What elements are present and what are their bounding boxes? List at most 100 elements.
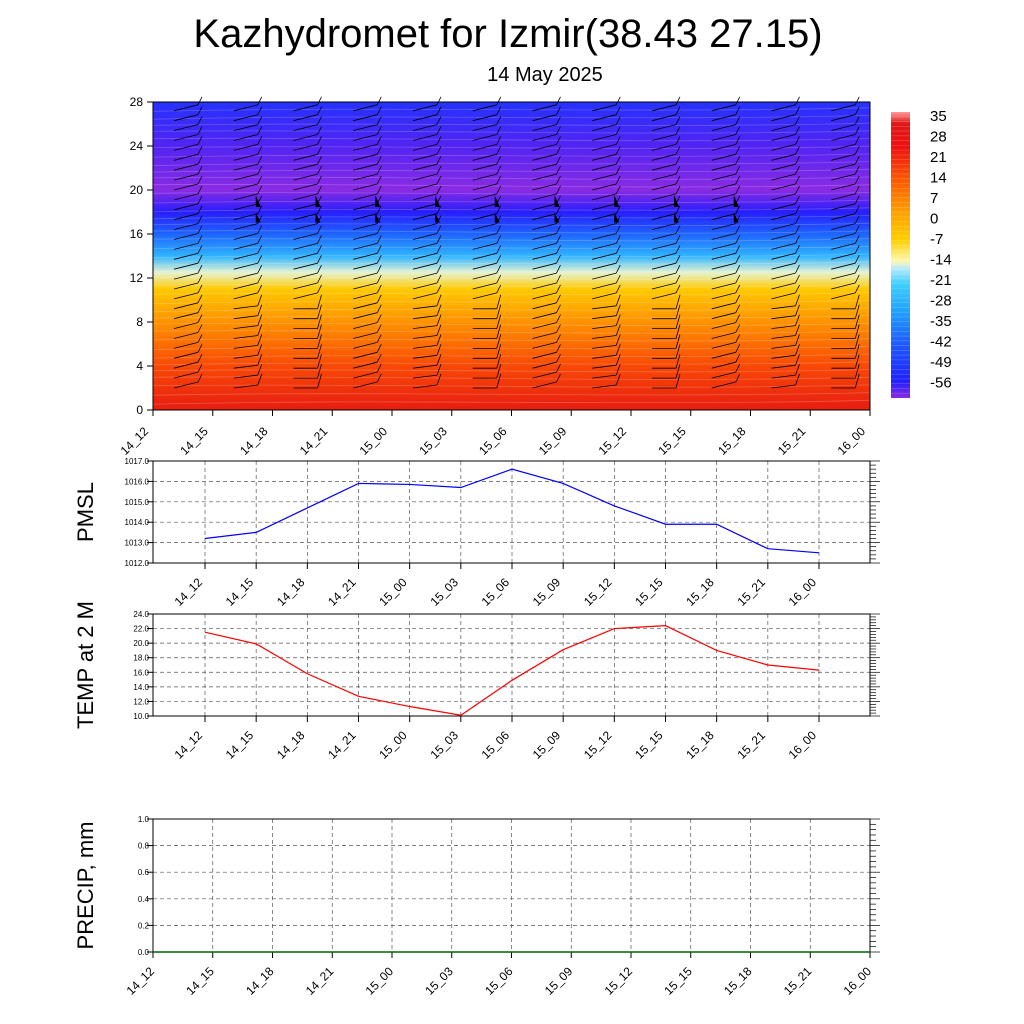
wind-barb: [771, 146, 800, 161]
wind-barb: [831, 106, 860, 122]
wind-barb: [592, 185, 621, 201]
wind-barb: [532, 175, 561, 191]
wind-barb: [592, 284, 621, 300]
colorbar-label: -21: [930, 272, 952, 289]
wind-barb: [592, 96, 621, 112]
wind-barb: [412, 136, 442, 151]
x-tick-label: 15_06: [479, 728, 513, 762]
wind-barb: [651, 274, 681, 290]
wind-barb: [592, 324, 621, 339]
wind-barb: [592, 136, 621, 151]
wind-barb: [472, 264, 502, 280]
wind-barb: [412, 156, 442, 171]
wind-barb: [173, 235, 203, 250]
wind-barb: [771, 215, 800, 230]
wind-barb: [353, 354, 382, 369]
wind-barb: [293, 245, 322, 260]
y-tick-label: 22.0: [133, 625, 149, 634]
wind-barb: [233, 136, 263, 151]
wind-barb: [592, 245, 621, 260]
wind-barb: [831, 165, 860, 181]
wind-barb: [771, 284, 800, 300]
wind-barb: [771, 156, 800, 171]
plot-area: [153, 614, 870, 716]
x-tick-label: 15_21: [734, 728, 768, 762]
wind-barb: [651, 146, 681, 161]
y-tick-label: 20: [130, 183, 144, 197]
wind-barb: [293, 354, 322, 369]
y-tick-label: 16: [130, 227, 144, 241]
wind-barb: [293, 294, 322, 310]
x-tick-label: 15_12: [602, 964, 636, 998]
contour-line: [152, 330, 871, 334]
wind-barb: [711, 106, 741, 122]
wind-barb: [293, 334, 322, 349]
wind-barb: [353, 156, 382, 171]
wind-barb: [233, 363, 263, 379]
x-tick-label: 15_03: [422, 964, 456, 998]
wind-barb: [831, 344, 860, 359]
wind-barb: [233, 344, 263, 359]
wind-barb: [831, 96, 860, 112]
wind-barb: [831, 274, 860, 290]
wind-barb: [711, 185, 741, 201]
wind-barb: [173, 185, 203, 201]
wind-barb: [532, 165, 561, 181]
wind-barb: [353, 294, 382, 310]
wind-barb: [173, 175, 203, 191]
wind-barb: [233, 126, 263, 141]
y-tick-label: 24: [130, 139, 144, 153]
contour-line: [152, 284, 871, 288]
colorbar-label: -28: [930, 293, 952, 310]
wind-barb: [472, 106, 502, 122]
wind-barb: [173, 136, 203, 151]
wind-barb: [233, 146, 263, 161]
contour-line: [152, 338, 871, 342]
contour-line: [152, 176, 871, 180]
wind-barb: [472, 363, 502, 379]
wind-barb: [532, 136, 561, 151]
wind-barb: [771, 255, 800, 270]
x-tick-label: 15_03: [427, 728, 461, 762]
wind-pennant: [494, 195, 500, 207]
wind-barb: [472, 205, 502, 221]
wind-barb: [771, 274, 800, 290]
wind-barb: [652, 304, 681, 320]
wind-barb: [532, 373, 561, 389]
wind-barb: [831, 304, 860, 320]
wind-pennant: [674, 195, 679, 207]
colorbar-label: 0: [930, 211, 938, 228]
wind-barb: [771, 314, 800, 329]
wind-barb: [711, 294, 741, 310]
wind-barb: [711, 245, 741, 260]
wind-barb: [592, 304, 621, 320]
wind-barb: [532, 294, 561, 310]
wind-barb: [532, 245, 561, 260]
wind-barb: [771, 195, 800, 211]
y-tick-label: 24.0: [133, 610, 149, 619]
wind-barb: [293, 156, 322, 171]
wind-barb: [353, 205, 382, 221]
x-tick-label: 16_00: [835, 424, 869, 458]
wind-barb: [831, 156, 860, 171]
wind-barb: [412, 274, 442, 290]
wind-barb: [592, 334, 621, 349]
wind-barb: [532, 185, 561, 201]
wind-barb: [173, 126, 203, 141]
wind-barb: [412, 304, 442, 320]
wind-barb: [353, 126, 382, 141]
wind-barb: [293, 96, 322, 112]
contour-line: [152, 315, 871, 319]
wind-barb: [412, 344, 442, 359]
wind-barb: [831, 255, 860, 270]
wind-barb: [651, 126, 681, 141]
wind-barb: [711, 324, 741, 339]
wind-barb: [233, 205, 263, 221]
wind-barb: [831, 116, 860, 131]
wind-barb: [711, 373, 741, 389]
wind-barb: [233, 165, 263, 181]
wind-barb: [353, 175, 382, 191]
x-tick-label: 14_21: [297, 424, 331, 458]
wind-barb: [293, 264, 322, 280]
x-tick-label: 15_21: [734, 575, 768, 609]
